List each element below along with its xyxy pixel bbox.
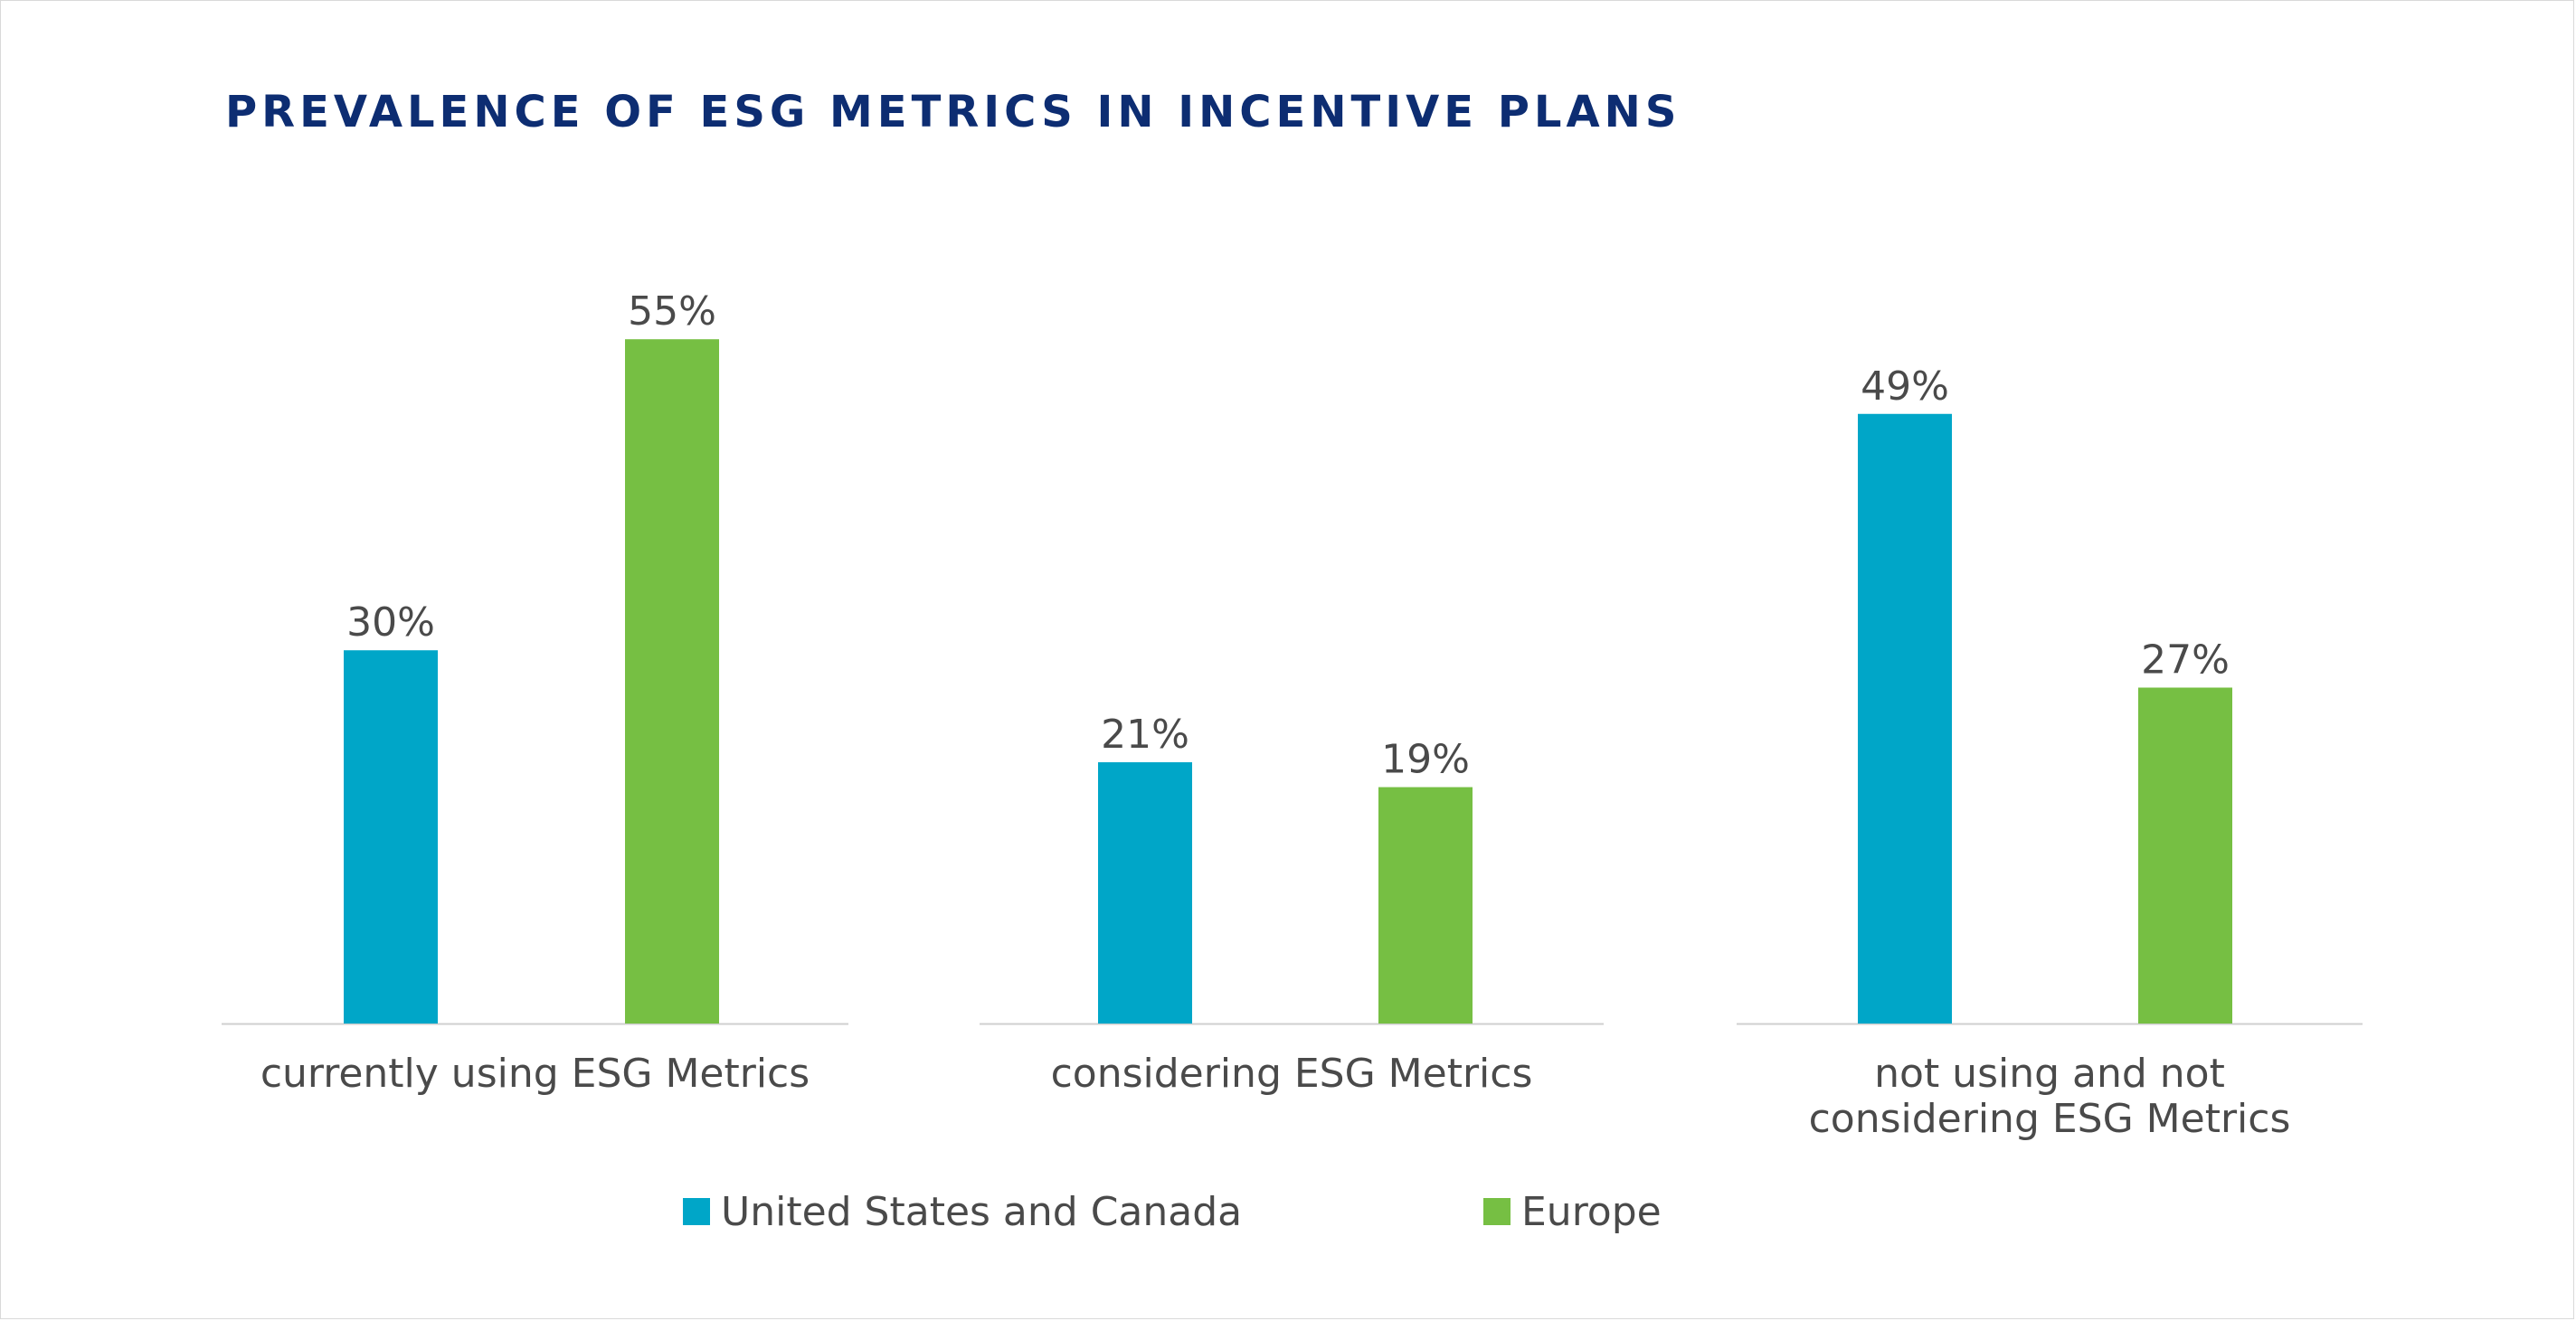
- bar: [2138, 687, 2232, 1024]
- legend-label-us-canada: United States and Canada: [721, 1188, 1243, 1235]
- legend-swatch-us-canada: [683, 1198, 710, 1225]
- legend-swatch-europe: [1483, 1198, 1511, 1225]
- bar: [625, 339, 719, 1024]
- bar: [344, 650, 438, 1024]
- data-label: 21%: [1101, 712, 1189, 758]
- legend-item-us-canada: United States and Canada: [683, 1186, 1242, 1237]
- category-label: currently using ESG Metrics: [260, 1051, 810, 1097]
- data-label: 55%: [628, 288, 716, 335]
- bar: [1378, 787, 1473, 1024]
- bars: [344, 339, 2232, 1024]
- data-label: 49%: [1861, 363, 1949, 410]
- legend-item-europe: Europe: [1483, 1186, 1662, 1237]
- bar: [1098, 762, 1192, 1024]
- legend-label-europe: Europe: [1521, 1188, 1662, 1235]
- data-label: 19%: [1381, 737, 1470, 783]
- category-label: considering ESG Metrics: [1809, 1096, 2291, 1142]
- category-labels: currently using ESG Metrics considering E…: [260, 1051, 2291, 1142]
- category-label: not using and not: [1874, 1051, 2225, 1097]
- bar: [1858, 413, 1952, 1024]
- chart-title: PREVALENCE OF ESG METRICS IN INCENTIVE P…: [225, 87, 1681, 137]
- category-label: considering ESG Metrics: [1051, 1051, 1533, 1097]
- data-label: 30%: [346, 599, 435, 646]
- data-label: 27%: [2141, 637, 2230, 683]
- value-labels: 30% 55% 21% 19% 49% 27%: [346, 288, 2230, 782]
